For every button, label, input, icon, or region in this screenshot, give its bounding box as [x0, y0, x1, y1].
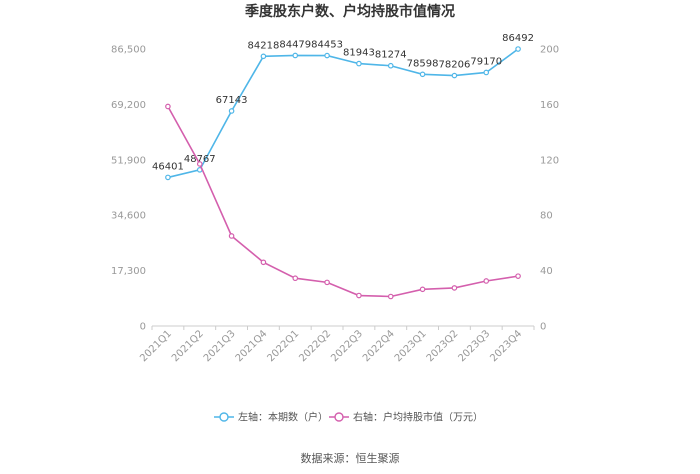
data-label: 84453 [311, 40, 343, 51]
data-point[interactable] [451, 72, 458, 79]
right-tick-label: 80 [540, 211, 553, 222]
left-tick-label: 34,600 [111, 211, 146, 222]
data-point[interactable] [356, 60, 362, 67]
data-label: 79170 [470, 56, 502, 67]
data-point[interactable] [451, 285, 458, 291]
series-line [167, 106, 519, 298]
x-tick-label: 2022Q3 [329, 328, 365, 364]
data-point[interactable] [165, 103, 171, 110]
data-point[interactable] [260, 259, 267, 266]
data-point[interactable] [515, 273, 521, 279]
x-tick-label: 2023Q4 [488, 328, 524, 364]
legend-swatch-marker [219, 412, 229, 422]
right-tick-label: 0 [540, 322, 546, 333]
series-2 [165, 103, 521, 300]
chart-title: 季度股东户数、户均持股市值情况 [244, 3, 455, 20]
data-point[interactable] [324, 279, 330, 286]
x-tick-label: 2022Q2 [297, 328, 333, 364]
left-tick-label: 0 [140, 322, 146, 333]
data-point[interactable] [324, 52, 330, 59]
x-tick-label: 2023Q2 [425, 328, 461, 364]
data-label: 48767 [184, 154, 216, 165]
data-label: 78598 [407, 58, 439, 69]
left-tick-label: 69,200 [111, 100, 146, 111]
series-line [167, 48, 519, 179]
data-point[interactable] [228, 108, 235, 114]
data-label: 78206 [439, 60, 471, 71]
data-label: 81274 [375, 50, 407, 61]
x-tick-label: 2021Q3 [202, 328, 238, 364]
data-point[interactable] [419, 71, 426, 78]
legend-item-2[interactable]: 右轴：户均持股市值（万元） [329, 411, 483, 424]
data-point[interactable] [387, 62, 394, 69]
data-label: 84479 [279, 39, 311, 50]
x-tick-label: 2021Q4 [234, 328, 270, 364]
data-point[interactable] [387, 293, 394, 300]
left-tick-label: 86,500 [111, 45, 146, 56]
source-note: 数据来源：恒生聚源 [301, 451, 400, 465]
data-point[interactable] [515, 46, 521, 52]
right-tick-label: 120 [540, 155, 559, 166]
right-tick-label: 200 [540, 45, 559, 56]
right-tick-label: 160 [540, 100, 559, 111]
data-point[interactable] [228, 233, 235, 239]
left-tick-label: 51,900 [111, 155, 146, 166]
x-tick-label: 2022Q1 [266, 328, 302, 364]
data-point[interactable] [483, 278, 490, 284]
data-label: 46401 [152, 161, 184, 172]
data-label: 86492 [502, 33, 534, 44]
x-tick-label: 2023Q1 [393, 328, 429, 364]
data-point[interactable] [165, 174, 171, 181]
x-tick-label: 2021Q2 [170, 328, 206, 364]
data-point[interactable] [419, 286, 426, 293]
x-tick-label: 2023Q3 [457, 328, 493, 364]
left-tick-label: 17,300 [111, 266, 146, 277]
data-point[interactable] [196, 161, 203, 167]
right-tick-label: 40 [540, 266, 553, 277]
data-label: 81943 [343, 48, 375, 59]
legend[interactable]: 左轴：本期数（户） 右轴：户均持股市值（万元） [214, 411, 483, 424]
data-point[interactable] [292, 52, 299, 59]
legend-label: 左轴：本期数（户） [238, 411, 328, 424]
data-point[interactable] [483, 69, 490, 76]
x-tick-label: 2021Q1 [138, 328, 174, 364]
data-point[interactable] [292, 275, 299, 282]
legend-swatch-marker [334, 412, 344, 422]
data-point[interactable] [260, 53, 267, 60]
legend-label: 右轴：户均持股市值（万元） [353, 411, 483, 424]
legend-item-1[interactable]: 左轴：本期数（户） [214, 411, 328, 424]
x-tick-label: 2022Q4 [361, 328, 397, 364]
data-point[interactable] [356, 292, 362, 299]
data-label: 84218 [248, 40, 280, 51]
data-label: 67143 [216, 95, 248, 106]
axes: 0 17,300 34,600 51,900 69,200 86,500 0 40 80 120 1… [111, 45, 559, 365]
